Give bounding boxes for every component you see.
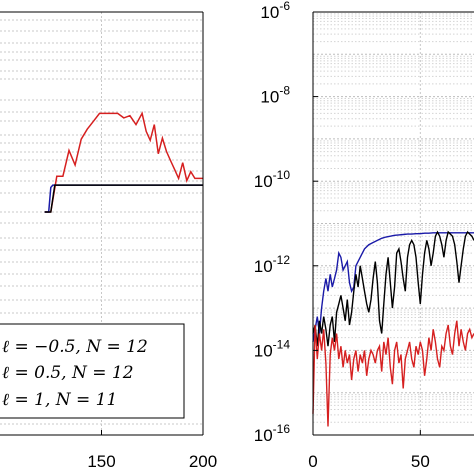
- left-series-line-2: [44, 184, 203, 213]
- left-x-tick-label-0: 150: [87, 452, 115, 471]
- legend-box: [0, 323, 185, 419]
- right-y-tick-label-4: 10-14: [254, 337, 291, 360]
- right-y-tick-label-0: 10-6: [260, 0, 290, 22]
- right-y-tick-label-1: 10-8: [260, 84, 290, 107]
- right-y-tick-label-3: 10-12: [254, 253, 291, 276]
- left-plot-panel: 150 200 ℓ = −0.5, N = 12 ℓ = 0.5, N = 12 …: [0, 11, 217, 471]
- legend-entry-3: ℓ = 1, N = 11: [2, 390, 117, 410]
- right-series-line-0: [312, 320, 474, 427]
- left-x-tick-label-1: 200: [189, 452, 217, 471]
- right-x-ticks: 0 50: [308, 430, 430, 471]
- right-y-tick-label-2: 10-10: [254, 168, 291, 191]
- legend-entry-1: ℓ = −0.5, N = 12: [2, 337, 148, 357]
- right-plot-panel: 10-6 10-8 10-10 10-12 10-14 10-16 0 50: [254, 0, 474, 471]
- left-legend: ℓ = −0.5, N = 12 ℓ = 0.5, N = 12 ℓ = 1, …: [0, 323, 185, 419]
- right-x-tick-label-1: 50: [411, 452, 430, 471]
- right-series-line-2: [312, 230, 474, 347]
- right-y-tick-label-5: 10-16: [254, 422, 291, 445]
- right-x-tick-label-0: 0: [308, 452, 317, 471]
- right-series-group: [312, 230, 474, 427]
- left-x-ticks: 150 200: [87, 430, 217, 471]
- right-y-ticks: 10-6 10-8 10-10 10-12 10-14 10-16: [254, 0, 318, 445]
- left-series-group: [44, 111, 203, 213]
- right-grid: [313, 12, 474, 435]
- legend-entry-2: ℓ = 0.5, N = 12: [2, 363, 134, 383]
- left-series-line-0: [44, 111, 203, 213]
